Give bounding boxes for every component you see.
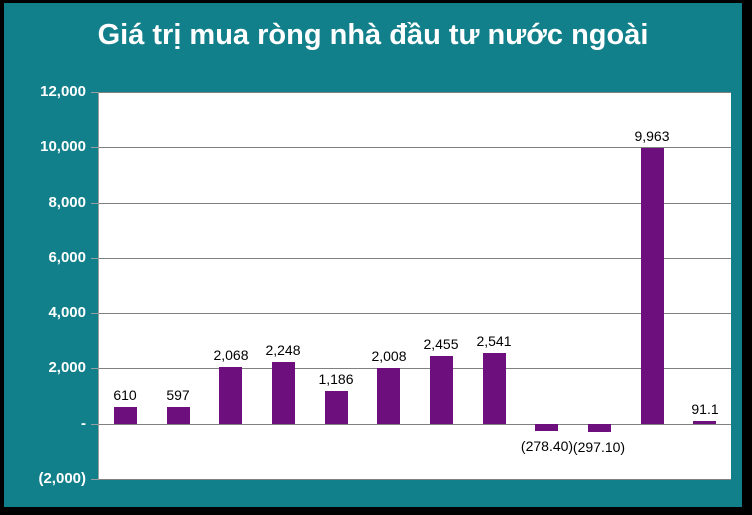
y-axis-label: -	[81, 415, 86, 432]
gridline	[99, 479, 731, 480]
y-axis-label: (2,000)	[38, 470, 86, 487]
bar	[430, 355, 453, 424]
gridline	[99, 147, 731, 148]
bar-data-label: 2,541	[476, 333, 512, 349]
bar-data-label: 610	[113, 387, 137, 403]
gridline	[99, 92, 731, 93]
gridline	[99, 258, 731, 259]
bar-data-label: 2,248	[265, 342, 301, 358]
bar	[641, 148, 664, 424]
y-axis-tick	[91, 147, 99, 148]
y-axis-label: 6,000	[48, 249, 86, 266]
bar-data-label: 597	[166, 387, 190, 403]
bar	[377, 368, 400, 424]
y-axis-tick	[91, 368, 99, 369]
gridline	[99, 313, 731, 314]
bar	[114, 406, 137, 424]
bar	[272, 361, 295, 424]
bar	[325, 390, 348, 424]
y-axis-tick	[91, 313, 99, 314]
bar-data-label: 91.1	[691, 401, 719, 417]
y-axis-tick	[91, 424, 99, 425]
y-axis-label: 4,000	[48, 304, 86, 321]
bar-data-label: (297.10)	[572, 439, 626, 455]
gridline	[99, 368, 731, 369]
y-axis-label: 12,000	[40, 83, 86, 100]
bar	[535, 423, 558, 432]
gridline	[99, 424, 731, 425]
bar	[588, 423, 611, 432]
bar	[167, 407, 190, 424]
bar-data-label: 2,068	[213, 347, 249, 363]
bar	[219, 366, 242, 424]
y-axis-label: 2,000	[48, 359, 86, 376]
y-axis-tick	[91, 203, 99, 204]
chart-canvas: Giá trị mua ròng nhà đầu tư nước ngoài 6…	[4, 3, 742, 507]
y-axis-tick	[91, 92, 99, 93]
bar-data-label: 9,963	[634, 128, 670, 144]
y-axis-label: 10,000	[40, 138, 86, 155]
chart-title: Giá trị mua ròng nhà đầu tư nước ngoài	[97, 19, 649, 51]
gridline	[99, 203, 731, 204]
bar	[483, 353, 506, 424]
bar-data-label: 1,186	[318, 371, 354, 387]
bar-data-label: (278.40)	[520, 438, 574, 454]
y-axis-tick	[91, 479, 99, 480]
bar-data-label: 2,008	[371, 348, 407, 364]
y-axis-tick	[91, 258, 99, 259]
y-axis-label: 8,000	[48, 194, 86, 211]
bar	[693, 421, 716, 424]
bar-data-label: 2,455	[423, 336, 459, 352]
plot-area: 610 597 2,068 2,248 1,186 2,008 2,455 2,541 (278…	[91, 92, 731, 480]
